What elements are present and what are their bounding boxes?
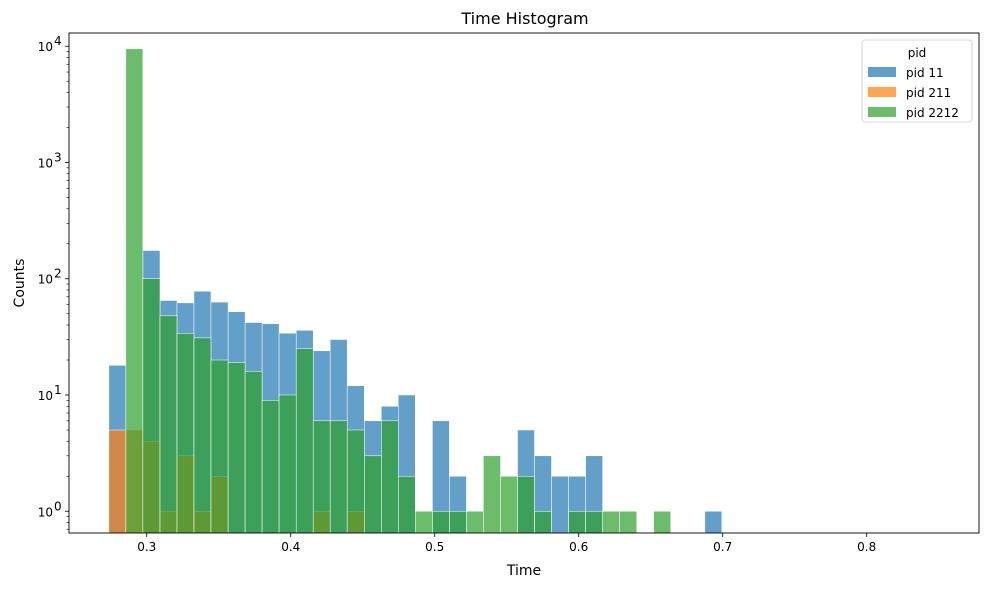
legend-box — [861, 39, 973, 123]
y-tick-label: 10 — [38, 40, 53, 54]
histogram-bar — [278, 394, 297, 534]
legend-label: pid 2212 — [906, 106, 959, 120]
y-tick-exponent: 1 — [54, 383, 62, 397]
x-tick-label: 0.4 — [281, 540, 300, 554]
histogram-bar — [142, 278, 161, 534]
histogram-bar — [176, 332, 195, 534]
histogram-bar — [329, 420, 348, 534]
histogram-bar — [585, 511, 603, 534]
legend-swatch — [868, 67, 896, 77]
histogram-bar — [551, 476, 569, 534]
x-tick-label: 0.5 — [425, 540, 444, 554]
histogram-bar — [364, 455, 382, 534]
histogram-bar — [415, 511, 433, 534]
y-tick-exponent: 0 — [54, 499, 62, 513]
histogram-bar — [619, 511, 637, 534]
histogram-bar — [602, 511, 620, 534]
x-tick-label: 0.7 — [713, 540, 732, 554]
x-axis-ticks: 0.3 0.4 0.5 0.6 0.7 0.8 — [137, 533, 876, 554]
histogram-bar — [108, 429, 127, 534]
histogram-bar — [534, 511, 552, 534]
y-axis-title: Counts — [12, 259, 28, 308]
histogram-bar — [653, 511, 671, 534]
y-tick-label: 10 — [38, 156, 53, 170]
histogram-bar — [466, 511, 484, 534]
x-tick-label: 0.3 — [137, 540, 156, 554]
histogram-bar — [449, 511, 467, 534]
legend-item: pid 11 — [868, 66, 944, 80]
legend-item: pid 211 — [868, 86, 951, 100]
histogram-bar — [210, 359, 229, 534]
legend-swatch — [868, 107, 896, 117]
chart-title: Time Histogram — [460, 9, 588, 28]
y-tick-label: 10 — [38, 273, 53, 287]
histogram-bar — [517, 476, 535, 534]
y-tick-label: 10 — [38, 505, 53, 519]
histogram-bar — [381, 420, 399, 534]
legend-label: pid 211 — [906, 86, 951, 100]
y-tick-exponent: 3 — [54, 150, 62, 164]
legend: pid pid 11 pid 211 pid 2212 — [861, 39, 973, 123]
histogram-bar — [295, 348, 314, 534]
plot-frame — [68, 32, 980, 534]
histogram-bar — [159, 315, 178, 534]
histogram-bar — [704, 511, 723, 534]
histogram-bar — [432, 511, 450, 534]
histogram-bar — [125, 48, 144, 534]
histogram-bar — [483, 455, 501, 534]
histogram-bar — [227, 362, 246, 534]
histogram-bar — [346, 429, 365, 534]
histogram-bar — [398, 476, 416, 534]
x-tick-label: 0.8 — [857, 540, 876, 554]
histogram-bar — [244, 371, 263, 534]
histogram-bar — [193, 337, 212, 534]
legend-items: pid 11 pid 211 pid 2212 — [868, 66, 959, 120]
legend-item: pid 2212 — [868, 106, 959, 120]
y-tick-label: 10 — [38, 389, 53, 403]
legend-label: pid 11 — [906, 66, 944, 80]
histogram-bar — [568, 511, 586, 534]
y-tick-exponent: 4 — [54, 34, 62, 48]
histogram-bar — [500, 476, 518, 534]
histogram-bar — [261, 400, 280, 534]
x-tick-label: 0.6 — [569, 540, 588, 554]
y-tick-exponent: 2 — [54, 267, 62, 281]
histogram-bar — [312, 420, 331, 534]
legend-title: pid — [908, 46, 927, 60]
legend-swatch — [868, 87, 896, 97]
x-axis-title: Time — [506, 563, 541, 579]
